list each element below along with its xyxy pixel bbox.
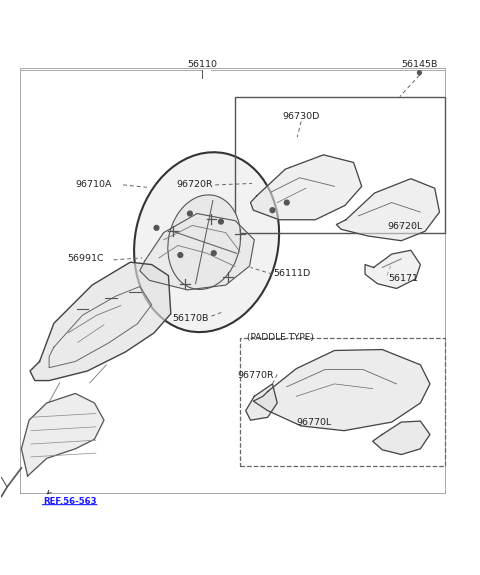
Polygon shape [246, 384, 277, 420]
Polygon shape [372, 421, 430, 454]
Circle shape [270, 208, 275, 213]
Bar [21, 68, 445, 493]
Text: 56110: 56110 [187, 60, 217, 68]
Polygon shape [251, 155, 362, 220]
Text: (PADDLE TYPE): (PADDLE TYPE) [247, 334, 314, 342]
Text: 96720R: 96720R [176, 180, 213, 189]
Polygon shape [30, 262, 171, 381]
Ellipse shape [168, 195, 240, 289]
Bar [240, 338, 445, 466]
Text: 56170B: 56170B [173, 313, 209, 323]
Circle shape [211, 251, 216, 255]
Polygon shape [336, 179, 440, 241]
Circle shape [284, 200, 289, 205]
Circle shape [218, 219, 223, 224]
Circle shape [418, 71, 421, 75]
Circle shape [154, 225, 159, 230]
Text: 96730D: 96730D [282, 112, 320, 121]
Text: REF.56-563: REF.56-563 [43, 497, 96, 506]
Text: 96710A: 96710A [76, 180, 112, 189]
Polygon shape [22, 393, 104, 476]
Circle shape [178, 252, 183, 258]
Text: 56171: 56171 [388, 274, 418, 283]
Text: 56991C: 56991C [67, 254, 104, 263]
Polygon shape [253, 350, 430, 431]
Text: 96770L: 96770L [296, 417, 332, 427]
Text: 96770R: 96770R [238, 371, 275, 380]
Text: 56145B: 56145B [401, 60, 438, 68]
Text: 96720L: 96720L [387, 222, 422, 231]
Bar [235, 97, 445, 233]
Text: 56111D: 56111D [274, 269, 311, 278]
Ellipse shape [134, 152, 279, 332]
Polygon shape [140, 213, 254, 290]
Polygon shape [365, 250, 420, 289]
Circle shape [188, 211, 192, 216]
